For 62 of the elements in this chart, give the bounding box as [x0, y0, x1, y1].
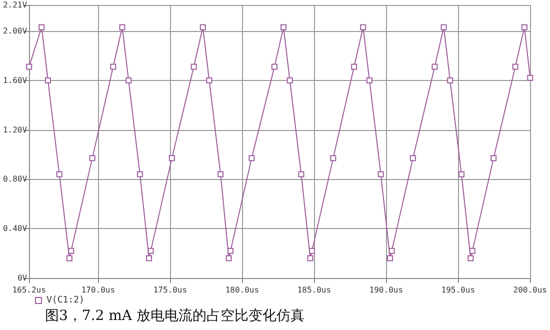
point	[26, 64, 32, 70]
point	[468, 255, 474, 262]
point	[89, 155, 96, 162]
legend-label: V(C1:2)	[46, 296, 84, 306]
point	[458, 171, 464, 178]
point	[126, 77, 132, 84]
point	[226, 255, 232, 262]
y-tick-label: 0V	[17, 274, 28, 282]
y-tick-label: 1.60V	[2, 76, 28, 85]
point	[228, 248, 234, 254]
point	[44, 77, 51, 84]
point	[307, 255, 314, 262]
point	[309, 248, 316, 254]
x-tick-label: 185.0us	[297, 286, 332, 294]
point	[248, 155, 255, 162]
point	[432, 64, 438, 70]
point	[378, 171, 384, 178]
point	[66, 255, 72, 262]
point	[388, 248, 395, 254]
point	[286, 77, 293, 84]
x-tick-label: 200.0us	[513, 286, 548, 294]
x-tick-label: 175.0us	[153, 286, 188, 294]
y-tick-label: 1.20V	[2, 125, 28, 134]
point	[521, 24, 528, 30]
y-tick-label: 0.80V	[2, 174, 28, 184]
point	[110, 64, 116, 70]
point	[148, 248, 154, 254]
point	[56, 171, 62, 178]
point	[330, 155, 336, 162]
x-tick-label: 170.0us	[81, 286, 116, 294]
point	[271, 64, 278, 70]
point	[410, 155, 416, 162]
point	[136, 171, 143, 178]
point	[366, 77, 372, 84]
point	[512, 64, 518, 70]
x-tick-label: 190.0us	[369, 286, 404, 294]
point	[68, 248, 74, 254]
point	[168, 155, 175, 162]
y-tick-label: 0.40V	[2, 224, 28, 234]
x-tick-label: 165.2us	[12, 286, 46, 294]
point	[387, 255, 394, 262]
point	[190, 64, 197, 70]
point	[200, 24, 206, 30]
point	[351, 64, 358, 70]
point	[527, 74, 534, 81]
point	[447, 77, 454, 84]
point	[146, 255, 152, 262]
point	[298, 171, 304, 178]
x-tick-label: 195.0us	[441, 286, 476, 294]
x-tick-label: 180.0us	[225, 286, 260, 294]
point	[218, 171, 224, 178]
point	[206, 77, 212, 84]
point	[490, 155, 497, 162]
y-tick-label: 2.21V	[2, 0, 28, 10]
point	[280, 24, 286, 30]
point	[119, 24, 126, 30]
point	[38, 24, 45, 30]
y-tick-label: 2.00V	[2, 26, 28, 36]
point	[469, 248, 476, 254]
point	[360, 24, 366, 30]
point	[440, 24, 447, 30]
text: 图3，7.2 mA 放电电流的占空比变化仿真	[45, 308, 304, 324]
